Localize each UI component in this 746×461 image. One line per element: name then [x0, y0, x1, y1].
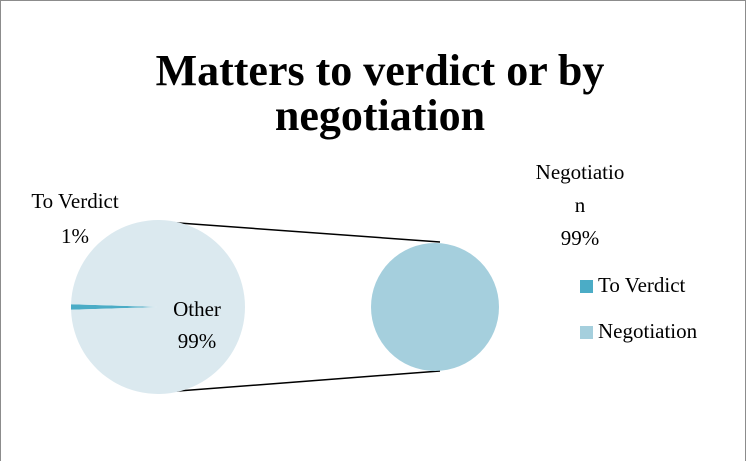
- chart-title: Matters to verdict or by: [156, 46, 605, 95]
- slice-value-label: 1%: [61, 224, 89, 248]
- pie-slice: [71, 219, 246, 394]
- pie-slice: [71, 304, 158, 310]
- slice-label: Negotiation 99%: [528, 156, 632, 255]
- legend-swatch: [580, 326, 593, 339]
- slice-label: To Verdict: [31, 189, 119, 213]
- chart-title: negotiation: [275, 91, 485, 140]
- legend-label: Negotiation: [598, 319, 698, 343]
- slice-value-label: 99%: [178, 329, 217, 353]
- connector-line: [164, 370, 441, 393]
- slice-label: Other: [173, 297, 221, 321]
- connector-line: [164, 221, 441, 243]
- pie-slice: [371, 243, 499, 371]
- slice-value-label: 99%: [560, 226, 600, 250]
- slice-label: Negotiation: [535, 160, 625, 217]
- legend-label: To Verdict: [598, 273, 686, 297]
- slice-label-box: Negotiation 99%: [528, 156, 632, 255]
- legend-swatch: [580, 280, 593, 293]
